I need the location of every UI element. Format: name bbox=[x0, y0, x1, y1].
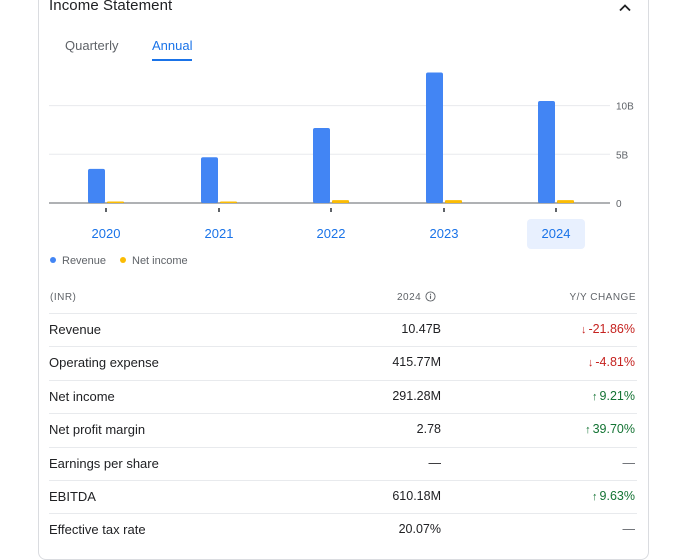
net-income-bar[interactable] bbox=[107, 201, 124, 204]
year-label-2021[interactable]: 2021 bbox=[204, 226, 234, 241]
section-title: Income Statement bbox=[49, 0, 173, 14]
net-income-bar[interactable] bbox=[220, 201, 237, 204]
table-row: Revenue 10.47B ↓ -21.86% bbox=[49, 313, 637, 347]
info-icon[interactable] bbox=[425, 291, 436, 302]
revenue-bar[interactable] bbox=[88, 168, 105, 203]
net-income-bar[interactable] bbox=[332, 200, 349, 203]
arrow-down-icon: ↓ bbox=[587, 357, 594, 370]
y-tick-label: 10B bbox=[616, 102, 634, 113]
income-statement-card bbox=[38, 0, 649, 560]
row-change-value: — bbox=[622, 455, 636, 470]
row-label: Net profit margin bbox=[49, 422, 146, 438]
arrow-up-icon: ↑ bbox=[585, 424, 591, 437]
legend-revenue: Revenue bbox=[50, 255, 106, 267]
row-label: Operating expense bbox=[49, 355, 159, 371]
tab-annual[interactable]: Annual bbox=[152, 38, 193, 61]
row-change: ↑ 9.63% bbox=[592, 489, 635, 503]
tab-quarterly[interactable]: Quarterly bbox=[65, 38, 119, 53]
col-change-header: Y/Y CHANGE bbox=[569, 292, 636, 303]
row-change: ↑ 39.70% bbox=[585, 422, 635, 436]
net-income-dot-icon bbox=[120, 257, 126, 264]
row-value: 610.18M bbox=[392, 489, 441, 503]
col-period-header: 2024 bbox=[397, 291, 436, 304]
collapse-button[interactable] bbox=[615, 0, 635, 18]
chevron-up-icon bbox=[619, 4, 631, 12]
year-label-2022[interactable]: 2022 bbox=[316, 226, 346, 241]
legend-net-income-label: Net income bbox=[132, 255, 188, 267]
revenue-bar[interactable] bbox=[538, 101, 555, 203]
row-label: Effective tax rate bbox=[49, 522, 146, 538]
row-label: Net income bbox=[49, 388, 115, 404]
legend-net-income: Net income bbox=[120, 255, 188, 267]
table-row: Net profit margin 2.78 ↑ 39.70% bbox=[49, 413, 637, 447]
col-label-header: (INR) bbox=[50, 292, 77, 303]
revenue-dot-icon bbox=[50, 257, 56, 264]
revenue-bar[interactable] bbox=[201, 157, 218, 203]
row-change: ↓ -21.86% bbox=[581, 322, 635, 336]
table-row: EBITDA 610.18M ↑ 9.63% bbox=[49, 480, 637, 514]
arrow-down-icon: ↓ bbox=[580, 324, 587, 336]
table-row: Effective tax rate 20.07% — bbox=[49, 513, 637, 547]
year-label-2023[interactable]: 2023 bbox=[429, 226, 459, 241]
row-change-value: — bbox=[622, 522, 636, 537]
row-value: 2.78 bbox=[416, 422, 441, 437]
row-change-value: 9.63% bbox=[599, 489, 635, 503]
table-row: Net income 291.28M ↑ 9.21% bbox=[49, 379, 637, 414]
year-label-2024[interactable]: 2024 bbox=[527, 219, 585, 249]
row-change-value: 39.70% bbox=[592, 422, 635, 437]
row-change-value: -21.86% bbox=[588, 322, 635, 336]
row-value: 20.07% bbox=[398, 522, 441, 537]
row-change: — bbox=[623, 456, 636, 470]
revenue-bar[interactable] bbox=[313, 128, 330, 203]
revenue-bar[interactable] bbox=[426, 72, 443, 203]
row-value: — bbox=[428, 455, 442, 470]
y-tick-label: 0 bbox=[616, 199, 622, 210]
row-change-value: -4.81% bbox=[595, 355, 635, 370]
net-income-bar[interactable] bbox=[445, 200, 462, 203]
table-row: Earnings per share — — bbox=[49, 446, 637, 481]
year-label-2020[interactable]: 2020 bbox=[91, 226, 121, 241]
arrow-up-icon: ↑ bbox=[592, 491, 598, 503]
row-label: Revenue bbox=[49, 322, 102, 337]
table-row: Operating expense 415.77M ↓ -4.81% bbox=[49, 346, 637, 380]
y-tick-label: 5B bbox=[616, 150, 629, 161]
income-chart: 10B 5B 0 bbox=[49, 72, 634, 212]
col-period-label: 2024 bbox=[397, 292, 422, 304]
row-value: 415.77M bbox=[392, 355, 441, 370]
row-change: ↓ -4.81% bbox=[588, 355, 635, 369]
arrow-up-icon: ↑ bbox=[592, 390, 598, 403]
row-change-value: 9.21% bbox=[599, 388, 635, 403]
row-value: 10.47B bbox=[401, 322, 441, 336]
net-income-bar[interactable] bbox=[557, 200, 574, 203]
row-change: — bbox=[623, 522, 636, 536]
row-change: ↑ 9.21% bbox=[592, 389, 635, 403]
row-label: EBITDA bbox=[49, 489, 96, 504]
row-value: 291.28M bbox=[392, 388, 441, 403]
row-label: Earnings per share bbox=[49, 455, 159, 471]
legend-revenue-label: Revenue bbox=[62, 255, 107, 267]
